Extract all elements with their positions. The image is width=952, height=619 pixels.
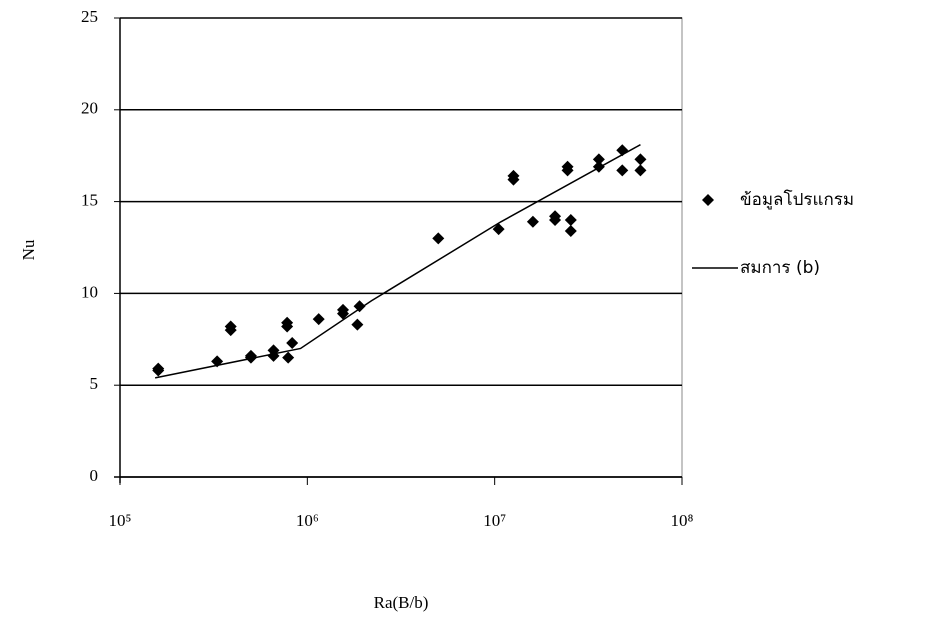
fit-line bbox=[154, 144, 641, 379]
data-point bbox=[634, 153, 647, 166]
data-point bbox=[616, 164, 629, 177]
data-point bbox=[549, 213, 562, 226]
y-tick-label: 5 bbox=[90, 374, 99, 393]
plot-frame bbox=[119, 17, 683, 478]
legend-label: ข้อมูลโปรแกรม bbox=[740, 189, 854, 210]
y-tick-label: 20 bbox=[81, 99, 98, 118]
data-point bbox=[564, 224, 577, 237]
data-point bbox=[432, 232, 445, 245]
y-tick-label: 10 bbox=[81, 282, 98, 301]
data-point bbox=[526, 215, 539, 228]
data-point bbox=[336, 303, 349, 316]
data-point bbox=[492, 223, 505, 236]
x-tick-label: 10⁸ bbox=[671, 511, 694, 530]
data-point bbox=[286, 336, 299, 349]
x-tick-label: 10⁷ bbox=[483, 511, 506, 530]
legend-marker bbox=[702, 194, 714, 206]
y-tick-label: 25 bbox=[81, 7, 98, 26]
data-point bbox=[592, 160, 605, 173]
data-point bbox=[634, 164, 647, 177]
data-point bbox=[561, 160, 574, 173]
x-tick-label: 10⁵ bbox=[109, 511, 132, 530]
data-point bbox=[507, 169, 520, 182]
data-point bbox=[224, 320, 237, 333]
data-point bbox=[351, 318, 364, 331]
data-point bbox=[282, 351, 295, 364]
data-point bbox=[564, 213, 577, 226]
x-axis-label: Ra(B/b) bbox=[374, 593, 429, 612]
y-tick-label: 0 bbox=[90, 466, 99, 485]
legend-label: สมการ (b) bbox=[740, 258, 820, 278]
data-point bbox=[592, 153, 605, 166]
data-point bbox=[281, 316, 294, 329]
y-tick-label: 15 bbox=[81, 191, 98, 210]
x-tick-label: 10⁶ bbox=[296, 511, 319, 530]
y-axis-label: Nu bbox=[19, 239, 38, 260]
data-point bbox=[312, 313, 325, 326]
data-point bbox=[353, 300, 366, 313]
data-point bbox=[152, 364, 165, 377]
